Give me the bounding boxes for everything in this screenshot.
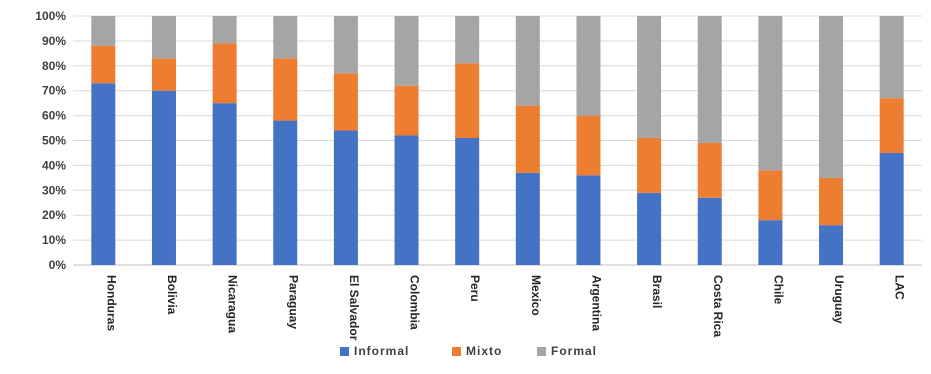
bar-mixto-el-salvador [333, 73, 358, 131]
bar-mixto-lac [879, 98, 904, 153]
legend-swatch [537, 347, 546, 356]
bar-mixto-brasil [637, 138, 662, 193]
bar-mixto-paraguay [273, 58, 298, 121]
legend: Informal Mixto Formal [340, 344, 597, 358]
y-tick-label: 60% [42, 109, 66, 123]
legend-swatch [452, 347, 461, 356]
bar-mixto-colombia [394, 85, 419, 136]
bar-formal-argentina [576, 16, 601, 116]
x-axis: Honduras Bolivia Nicaragua Paraguay El Salva… [104, 275, 906, 341]
bar-formal-el-salvador [333, 16, 358, 74]
bar-mixto-nicaragua [212, 43, 237, 104]
bar-informal-colombia [394, 135, 419, 265]
bar-formal-brasil [637, 16, 662, 139]
x-tick-label: Bolivia [165, 275, 179, 315]
legend-label: Informal [354, 344, 409, 358]
bar-informal-lac [879, 152, 904, 265]
x-tick-label: El Salvador [347, 275, 361, 341]
bar-informal-honduras [91, 83, 116, 265]
bar-formal-costa-rica [697, 16, 722, 143]
y-tick-label: 80% [42, 59, 66, 73]
bar-informal-nicaragua [212, 103, 237, 266]
bar-formal-lac [879, 16, 904, 99]
legend-label: Formal [551, 344, 597, 358]
y-tick-label: 30% [42, 183, 66, 197]
x-tick-label: Brasil [650, 275, 664, 308]
bar-mixto-peru [455, 63, 480, 139]
bar-informal-bolivia [151, 90, 176, 265]
x-tick-label: Chile [771, 275, 785, 305]
bar-formal-paraguay [273, 16, 298, 59]
bar-formal-bolivia [151, 16, 176, 59]
y-tick-label: 0% [49, 258, 67, 272]
bar-informal-peru [455, 138, 480, 265]
x-tick-label: Paraguay [286, 275, 300, 329]
bar-formal-uruguay [819, 16, 844, 178]
bar-formal-peru [455, 16, 480, 64]
x-tick-label: Costa Rica [711, 275, 725, 337]
bar-mixto-argentina [576, 115, 601, 176]
x-tick-label: Honduras [104, 275, 118, 331]
x-tick-label: Argentina [589, 275, 603, 331]
bar-formal-colombia [394, 16, 419, 86]
bars [91, 16, 904, 266]
bar-informal-argentina [576, 175, 601, 265]
bar-informal-costa-rica [697, 197, 722, 265]
bar-informal-mexico [515, 172, 540, 265]
x-tick-label: Uruguay [832, 275, 846, 324]
bar-mixto-honduras [91, 45, 116, 84]
x-tick-label: LAC [893, 275, 907, 300]
bar-informal-brasil [637, 192, 662, 265]
legend-swatch [340, 347, 349, 356]
y-tick-label: 50% [42, 134, 66, 148]
bar-mixto-uruguay [819, 177, 844, 226]
legend-item-informal: Informal [340, 344, 409, 358]
bar-informal-paraguay [273, 120, 298, 265]
bar-informal-uruguay [819, 225, 844, 265]
x-tick-label: Mexico [529, 275, 543, 316]
y-tick-label: 100% [35, 9, 66, 23]
legend-label: Mixto [466, 344, 502, 358]
y-axis: 0% 10% 20% 30% 40% 50% 60% 70% 80% 90% 100% [35, 9, 66, 272]
bar-formal-chile [758, 16, 783, 171]
bar-formal-mexico [515, 16, 540, 106]
y-tick-label: 90% [42, 34, 66, 48]
legend-item-mixto: Mixto [452, 344, 502, 358]
legend-item-formal: Formal [537, 344, 597, 358]
gridlines [73, 15, 922, 266]
bar-formal-nicaragua [212, 16, 237, 44]
y-tick-label: 70% [42, 84, 66, 98]
bar-mixto-costa-rica [697, 142, 722, 198]
y-tick-label: 10% [42, 233, 66, 247]
x-tick-label: Nicaragua [226, 275, 240, 333]
y-tick-label: 20% [42, 208, 66, 222]
bar-mixto-chile [758, 170, 783, 221]
bar-mixto-bolivia [151, 58, 176, 91]
bar-mixto-mexico [515, 105, 540, 173]
bar-formal-honduras [91, 16, 116, 46]
x-tick-label: Peru [468, 275, 482, 302]
bar-informal-el-salvador [333, 130, 358, 265]
bar-informal-chile [758, 220, 783, 265]
y-tick-label: 40% [42, 158, 66, 172]
x-tick-label: Colombia [408, 275, 422, 330]
